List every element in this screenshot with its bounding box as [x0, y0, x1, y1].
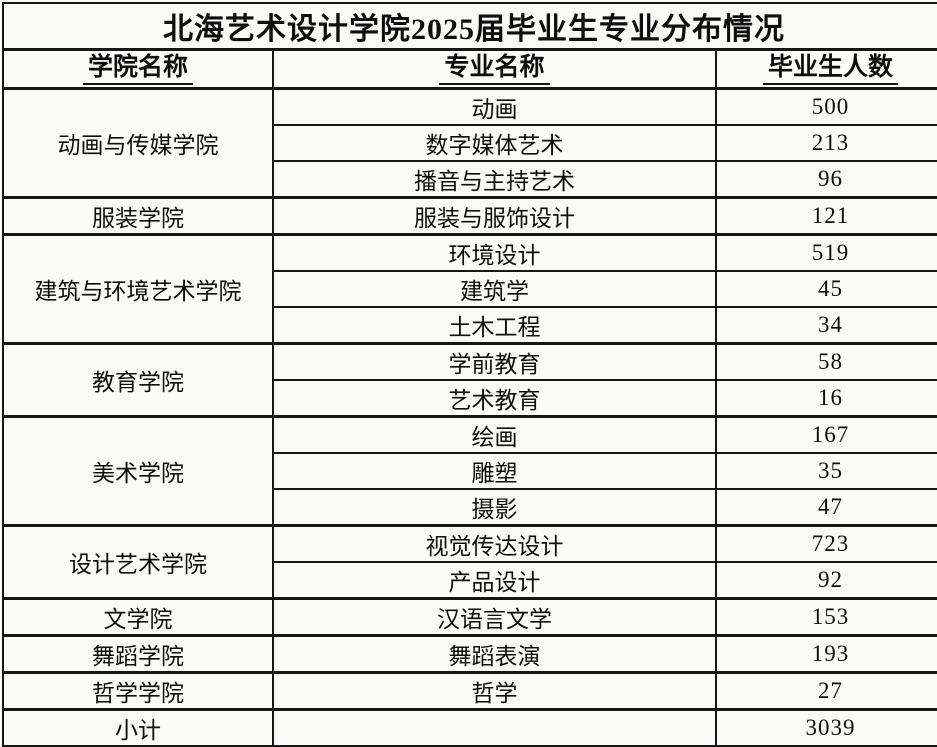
- major-cell: 动画: [272, 87, 717, 126]
- col-header-college-label: 学院名称: [82, 54, 193, 85]
- table-row: 设计艺术学院 视觉传达设计 723: [2, 524, 937, 600]
- major-cell: 产品设计: [272, 561, 717, 600]
- count-cell: 96: [715, 160, 937, 199]
- count-cell: 16: [715, 379, 937, 418]
- subtotal-empty-cell: [272, 708, 717, 747]
- table-row: 艺术教育 16: [3, 379, 937, 418]
- count-cell: 519: [715, 233, 937, 272]
- col-header-count-label: 毕业生人数: [762, 54, 898, 85]
- table-row: 美术学院 绘画 167: [2, 415, 937, 527]
- major-cell: 哲学: [272, 671, 717, 711]
- major-cell: 汉语言文学: [272, 597, 717, 637]
- count-cell: 47: [715, 488, 937, 527]
- major-cell: 服装与服饰设计: [272, 196, 717, 236]
- major-cell: 视觉传达设计: [272, 524, 717, 563]
- count-cell: 213: [715, 124, 937, 162]
- college-cell: 文学院: [2, 597, 274, 637]
- college-cell: 服装学院: [2, 196, 274, 236]
- table-row: 动画与传媒学院 动画 500: [2, 87, 937, 199]
- count-cell: 193: [715, 634, 937, 674]
- subtotal-count-cell: 3039: [715, 708, 937, 747]
- college-cell: 动画与传媒学院: [2, 87, 274, 199]
- table-row: 建筑学 45: [3, 270, 937, 308]
- count-cell: 45: [715, 270, 937, 308]
- subtotal-row: 小计 3039: [2, 708, 937, 747]
- report-title: 北海艺术设计学院2025届毕业生专业分布情况: [2, 2, 937, 51]
- table-row: 文学院 汉语言文学 153: [2, 597, 937, 637]
- count-cell: 153: [715, 597, 937, 637]
- table-row: 数字媒体艺术 213: [3, 124, 937, 162]
- major-cell: 学前教育: [272, 342, 717, 381]
- col-header-major: 专业名称: [272, 48, 717, 90]
- col-header-count: 毕业生人数: [715, 48, 937, 90]
- college-cell: 美术学院: [2, 415, 274, 527]
- count-cell: 58: [715, 342, 937, 381]
- title-row: 北海艺术设计学院2025届毕业生专业分布情况: [2, 2, 937, 51]
- table-row: 摄影 47: [3, 488, 937, 527]
- count-cell: 34: [715, 306, 937, 345]
- major-cell: 土木工程: [272, 306, 717, 345]
- major-cell: 建筑学: [272, 270, 717, 308]
- college-cell: 哲学学院: [2, 671, 274, 711]
- count-cell: 27: [715, 671, 937, 711]
- major-cell: 舞蹈表演: [272, 634, 717, 674]
- count-cell: 500: [715, 87, 937, 126]
- subtotal-label-cell: 小计: [2, 708, 274, 747]
- college-cell: 教育学院: [2, 342, 274, 418]
- major-cell: 摄影: [272, 488, 717, 527]
- table-row: 教育学院 学前教育 58: [2, 342, 937, 418]
- table-row: 土木工程 34: [3, 306, 937, 345]
- table-row: 产品设计 92: [3, 561, 937, 600]
- col-header-major-label: 专业名称: [439, 54, 550, 85]
- major-cell: 播音与主持艺术: [272, 160, 717, 199]
- major-cell: 艺术教育: [272, 379, 717, 418]
- major-cell: 雕塑: [272, 452, 717, 490]
- col-header-college: 学院名称: [2, 48, 274, 90]
- table-row: 服装学院 服装与服饰设计 121: [2, 196, 937, 236]
- count-cell: 35: [715, 452, 937, 490]
- college-cell: 设计艺术学院: [2, 524, 274, 600]
- college-cell: 舞蹈学院: [2, 634, 274, 674]
- major-cell: 环境设计: [272, 233, 717, 272]
- major-cell: 绘画: [272, 415, 717, 454]
- major-cell: 数字媒体艺术: [272, 124, 717, 162]
- header-row: 学院名称 专业名称 毕业生人数: [2, 48, 937, 90]
- table-row: 哲学学院 哲学 27: [2, 671, 937, 711]
- count-cell: 92: [715, 561, 937, 600]
- table-row: 播音与主持艺术 96: [3, 160, 937, 199]
- table-row: 建筑与环境艺术学院 环境设计 519: [2, 233, 937, 345]
- count-cell: 723: [715, 524, 937, 563]
- college-cell: 建筑与环境艺术学院: [2, 233, 274, 345]
- table-row: 雕塑 35: [3, 452, 937, 490]
- count-cell: 121: [715, 196, 937, 236]
- count-cell: 167: [715, 415, 937, 454]
- table-row: 舞蹈学院 舞蹈表演 193: [2, 634, 937, 674]
